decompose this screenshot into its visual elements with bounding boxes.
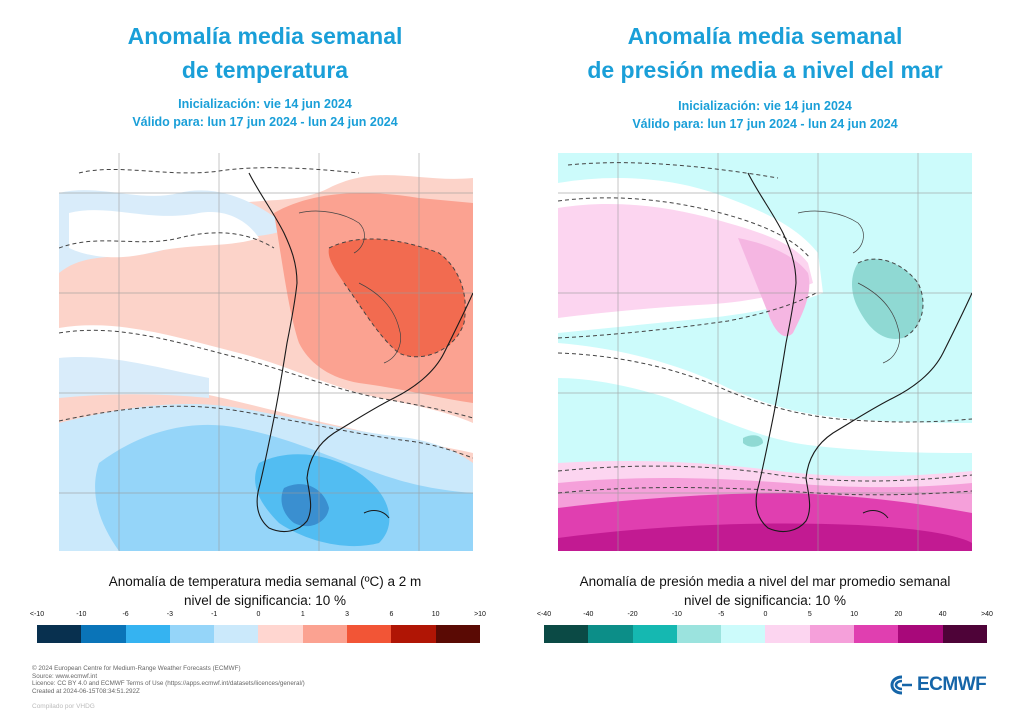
pressure-scale-swatch [544,625,589,643]
pressure-caption-variable: Anomalía de presión media a nivel del ma… [579,574,951,589]
pressure-scale-label: 10 [850,611,858,618]
pressure-title-line2: de presión media a nivel del mar [587,57,943,83]
pressure-scale-label: <-40 [536,611,552,618]
temperature-title-line1: Anomalía media semanal [127,23,403,49]
pressure-scale-label: -10 [671,611,682,618]
pressure-scale-label: -40 [583,611,594,618]
compiled-by-note: Compilado por VHDG [32,703,95,710]
pressure-scale-label: >40 [981,611,993,618]
pressure-scale-label: 5 [807,611,812,618]
temperature-scale-label: 0 [256,611,261,618]
pressure-scale-swatch [676,625,722,643]
pressure-scale-swatch [809,625,855,643]
pressure-init-date: Inicialización: vie 14 jun 2024 [678,99,852,113]
pressure-scale-ticks: <-40 -40 -20 -10 -5 0 5 10 20 40 >40 [537,611,993,623]
pressure-scale-label: -5 [718,611,725,618]
footer-source: Source: www.ecmwf.int [32,672,98,680]
pressure-scale-swatch [942,625,987,643]
temperature-scale-swatch [391,625,436,643]
footer-copyright: © 2024 European Centre for Medium-Range … [32,665,241,672]
temperature-map-subtitle: Inicialización: vie 14 jun 2024 Válido p… [25,95,505,131]
footer-created: Created at 2024-06-15T08:34:51.292Z [32,687,140,695]
pressure-scale-label: 0 [763,611,768,618]
temperature-caption-variable: Anomalía de temperatura media semanal (º… [108,574,422,589]
temperature-color-scale: <-10 -10 -6 -3 -1 0 1 3 6 10 >10 [30,611,486,645]
temperature-valid-range: Válido para: lun 17 jun 2024 - lun 24 ju… [132,115,398,129]
pressure-scale-label: 40 [938,611,947,618]
pressure-title-line1: Anomalía media semanal [627,23,903,49]
temperature-caption-significance: nivel de significancia: 10 % [183,593,347,608]
temperature-caption: Anomalía de temperatura media semanal (º… [25,572,505,610]
temperature-scale-label: -6 [122,611,129,618]
temperature-scale-swatch [37,625,82,643]
temperature-scale-label: <-10 [29,611,45,618]
pressure-caption: Anomalía de presión media a nivel del ma… [525,572,1005,610]
pressure-map-title: Anomalía media semanal de presión media … [525,19,1005,87]
temperature-scale-swatch [302,625,348,643]
temperature-scale-label: 3 [345,611,350,618]
temperature-scale-ticks: <-10 -10 -6 -3 -1 0 1 3 6 10 >10 [30,611,486,623]
copyright-footer: © 2024 European Centre for Medium-Range … [32,665,305,695]
temperature-scale-label: 1 [300,611,305,618]
ecmwf-logo: ECMWF [890,674,987,696]
temperature-title-line2: de temperatura [181,57,349,83]
pressure-scale-swatch [898,625,943,643]
pressure-scale-label: -20 [627,611,638,618]
pressure-scale-swatch [721,625,766,643]
temperature-scale-label: -10 [76,611,87,618]
pressure-scale-swatch [632,625,677,643]
pressure-scale-swatch [854,625,899,643]
temperature-map-title: Anomalía media semanal de temperatura [25,19,505,87]
temperature-scale-label: -1 [211,611,218,618]
temperature-scale-label: 10 [431,611,440,618]
pressure-anomaly-map [558,153,972,551]
pressure-scale-bar [544,625,987,643]
temperature-scale-swatch [125,625,170,643]
ecmwf-logo-text: ECMWF [917,674,987,695]
temperature-scale-swatch [169,625,215,643]
temperature-scale-swatch [214,625,259,643]
footer-licence: Licence: CC BY 4.0 and ECMWF Terms of Us… [32,680,305,688]
temperature-scale-swatch [81,625,126,643]
pressure-valid-range: Válido para: lun 17 jun 2024 - lun 24 ju… [632,117,898,131]
temperature-init-date: Inicialización: vie 14 jun 2024 [178,97,352,111]
pressure-caption-significance: nivel de significancia: 10 % [683,593,847,608]
temperature-scale-label: 6 [389,611,394,618]
pressure-scale-swatch [765,625,810,643]
pressure-map-subtitle: Inicialización: vie 14 jun 2024 Válido p… [525,97,1005,133]
pressure-color-scale: <-40 -40 -20 -10 -5 0 5 10 20 40 >40 [537,611,993,645]
temperature-scale-label: -3 [166,611,174,618]
temperature-scale-swatch [347,625,392,643]
temperature-scale-bar [37,625,480,643]
temperature-scale-label: >10 [474,611,486,618]
temperature-scale-swatch [258,625,303,643]
pressure-scale-swatch [588,625,633,643]
temperature-scale-swatch [435,625,480,643]
pressure-scale-label: 20 [894,611,903,618]
ecmwf-logo-icon [890,675,912,695]
temperature-anomaly-map [59,153,473,551]
